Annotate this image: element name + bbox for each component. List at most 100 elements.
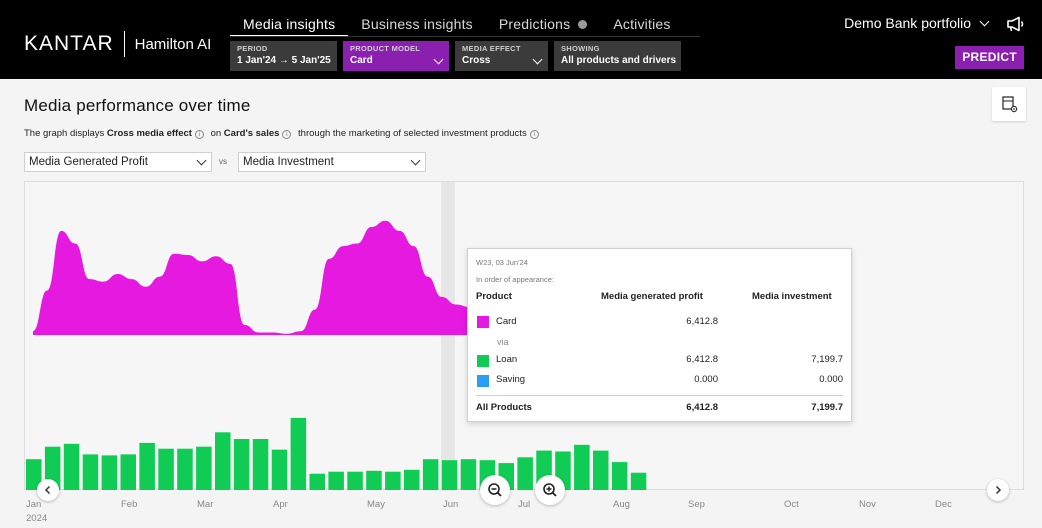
investment-bar[interactable] — [630, 472, 647, 490]
portfolio-name: Demo Bank portfolio — [844, 15, 971, 31]
period-filter-label: PERIOD — [237, 44, 268, 53]
showing-filter[interactable]: SHOWING All products and drivers — [554, 41, 681, 71]
tooltip-row-profit: 0.000 — [694, 374, 718, 385]
tooltip-header-profit: Media generated profit — [601, 291, 703, 302]
investment-bar[interactable] — [441, 460, 458, 490]
tab-media-insights[interactable]: Media insights — [230, 0, 349, 37]
investment-bar[interactable] — [328, 471, 344, 490]
info-icon[interactable]: i — [194, 130, 204, 139]
month-label-jul: Jul — [518, 499, 531, 510]
month-label-oct: Oct — [784, 499, 799, 510]
chart-prev-button[interactable] — [37, 479, 59, 501]
chart-next-button[interactable] — [987, 479, 1009, 501]
showing-filter-value: All products and drivers — [561, 55, 677, 66]
chart-tooltip: W23, 03 Jun'24 In order of appearance: P… — [467, 248, 852, 422]
desc-text-2: on — [207, 128, 224, 139]
month-label-aug: Aug — [613, 499, 630, 510]
period-filter-value: 1 Jan'24 → 5 Jan'25 — [237, 55, 331, 66]
month-label-may: May — [367, 499, 385, 510]
investment-bar[interactable] — [422, 459, 439, 490]
desc-sales: Card's sales — [223, 128, 280, 139]
investment-bar[interactable] — [63, 443, 80, 490]
left-metric-select[interactable]: Media Generated Profit — [24, 152, 212, 172]
investment-bar[interactable] — [460, 459, 477, 490]
tab-activities[interactable]: Activities — [613, 16, 671, 32]
saving-color-swatch — [477, 375, 489, 387]
info-icon[interactable]: i — [282, 130, 292, 139]
loan-color-swatch — [477, 355, 489, 367]
investment-bar[interactable] — [252, 439, 269, 490]
investment-bar[interactable] — [215, 432, 231, 490]
tooltip-divider — [476, 395, 843, 396]
product-model-filter[interactable]: PRODUCT MODEL Card — [343, 41, 449, 71]
top-bar: KANTAR Hamilton AI Media insights Busine… — [0, 0, 1042, 79]
card-color-swatch — [477, 316, 489, 328]
predict-button[interactable]: PREDICT — [955, 46, 1024, 69]
zoom-out-icon — [488, 483, 502, 497]
megaphone-icon[interactable] — [1006, 16, 1026, 32]
investment-bar[interactable] — [196, 446, 212, 490]
tooltip-order-note: In order of appearance: — [476, 275, 554, 284]
investment-bar[interactable] — [517, 457, 533, 490]
tooltip-via: via — [497, 337, 509, 347]
investment-bar[interactable] — [177, 448, 193, 490]
desc-text-3: through the marketing of selected invest… — [295, 128, 527, 139]
tooltip-row-investment: 7,199.7 — [811, 354, 843, 365]
info-icon[interactable]: i — [529, 130, 539, 139]
brand[interactable]: KANTAR Hamilton AI — [24, 31, 211, 57]
tooltip-total-profit: 6,412.8 — [686, 402, 718, 413]
export-settings-button[interactable] — [992, 87, 1026, 121]
investment-bar[interactable] — [347, 471, 363, 490]
zoom-in-icon — [543, 483, 557, 497]
media-effect-filter[interactable]: MEDIA EFFECT Cross — [455, 41, 548, 71]
investment-bar[interactable] — [120, 454, 137, 490]
chevron-down-icon — [196, 155, 207, 166]
investment-bar[interactable] — [26, 459, 42, 490]
investment-bar[interactable] — [271, 449, 288, 490]
tooltip-row-name: Card — [496, 316, 517, 327]
kantar-logo: KANTAR — [24, 32, 114, 55]
investment-bar[interactable] — [233, 439, 250, 490]
brand-separator — [123, 31, 125, 57]
chevron-down-icon — [410, 155, 421, 166]
investment-bar[interactable] — [158, 448, 174, 490]
left-metric-value: Media Generated Profit — [29, 156, 148, 168]
tab-predictions[interactable]: Predictions — [486, 0, 600, 36]
tab-business-insights[interactable]: Business insights — [361, 16, 473, 32]
zoom-out-button[interactable] — [480, 475, 510, 505]
product-model-filter-label: PRODUCT MODEL — [350, 44, 421, 53]
hover-highlight-band — [441, 182, 455, 491]
filter-bar: PERIOD 1 Jan'24 → 5 Jan'25 PRODUCT MODEL… — [230, 41, 681, 71]
month-label-sep: Sep — [688, 499, 705, 510]
right-metric-value: Media Investment — [243, 156, 334, 168]
month-label-nov: Nov — [859, 499, 876, 510]
investment-bar[interactable] — [101, 455, 118, 490]
investment-bar[interactable] — [366, 470, 382, 490]
month-label-jun: Jun — [443, 499, 459, 510]
tab-predictions-label: Predictions — [498, 16, 571, 32]
investment-bar[interactable] — [290, 417, 307, 490]
portfolio-selector[interactable]: Demo Bank portfolio — [844, 15, 990, 31]
investment-bar[interactable] — [593, 450, 609, 490]
chevron-down-icon — [979, 16, 990, 26]
nav-divider — [230, 36, 700, 37]
month-label-jan: Jan — [26, 499, 42, 510]
period-filter[interactable]: PERIOD 1 Jan'24 → 5 Jan'25 — [230, 41, 337, 71]
zoom-in-button[interactable] — [535, 475, 565, 505]
media-effect-filter-label: MEDIA EFFECT — [462, 44, 521, 53]
investment-bar[interactable] — [82, 454, 99, 490]
tooltip-row-profit: 6,412.8 — [686, 316, 718, 327]
tooltip-row-profit: 6,412.8 — [686, 354, 718, 365]
investment-bar[interactable] — [385, 471, 401, 490]
showing-filter-label: SHOWING — [561, 44, 600, 53]
tooltip-row-investment: 0.000 — [819, 374, 843, 385]
investment-bar[interactable] — [309, 473, 326, 490]
investment-bar[interactable] — [611, 462, 628, 490]
investment-bar[interactable] — [404, 469, 420, 490]
investment-bar[interactable] — [574, 444, 590, 490]
status-dot-icon — [578, 20, 588, 29]
chevron-left-icon — [44, 485, 51, 495]
tooltip-total-name: All Products — [476, 402, 532, 413]
right-metric-select[interactable]: Media Investment — [238, 152, 426, 172]
investment-bar[interactable] — [139, 442, 155, 490]
